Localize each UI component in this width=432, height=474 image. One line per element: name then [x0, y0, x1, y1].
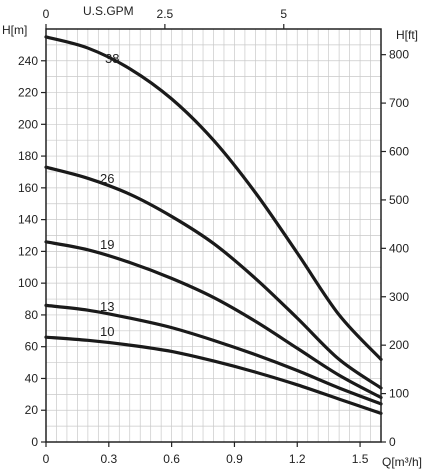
left-tick-label: 80 — [25, 308, 39, 322]
left-tick-label: 220 — [18, 86, 38, 100]
bottom-tick-label: 0.6 — [163, 452, 180, 466]
right-tick-label: 300 — [389, 290, 409, 304]
bottom-axis-label: Q[m³/h] — [382, 455, 422, 469]
top-axis-label: U.S.GPM — [83, 4, 134, 18]
right-tick-label: 400 — [389, 241, 409, 255]
right-axis-ticks: 0 100 200 300 400 500 600 700 800 — [381, 48, 409, 449]
left-tick-label: 60 — [25, 340, 39, 354]
curve-series-13 — [44, 303, 383, 406]
top-tick-label: 0 — [43, 7, 50, 21]
curves — [44, 35, 383, 416]
right-axis-label: H[ft] — [396, 28, 418, 42]
left-tick-label: 180 — [18, 149, 38, 163]
series-label-10: 10 — [100, 324, 114, 339]
curve-series-19 — [44, 240, 383, 400]
series-label-26: 26 — [100, 171, 114, 186]
series-labels: 38 26 19 13 10 — [100, 51, 119, 339]
right-tick-label: 100 — [389, 387, 409, 401]
left-tick-label: 140 — [18, 213, 38, 227]
top-axis-ticks: 0 2.5 5 — [43, 7, 287, 29]
left-tick-label: 160 — [18, 181, 38, 195]
bottom-tick-label: 0.3 — [100, 452, 117, 466]
right-tick-label: 200 — [389, 338, 409, 352]
plot-frame — [45, 28, 382, 443]
right-tick-label: 0 — [389, 435, 396, 449]
right-tick-label: 700 — [389, 96, 409, 110]
right-tick-label: 800 — [389, 48, 409, 62]
left-tick-label: 240 — [18, 54, 38, 68]
left-tick-label: 40 — [25, 371, 39, 385]
right-tick-label: 600 — [389, 145, 409, 159]
bottom-tick-label: 1.2 — [289, 452, 306, 466]
right-tick-label: 500 — [389, 193, 409, 207]
left-tick-label: 100 — [18, 276, 38, 290]
bottom-tick-label: 0.9 — [226, 452, 243, 466]
bottom-tick-label: 1.5 — [352, 452, 369, 466]
left-axis-label: H[m] — [2, 23, 27, 37]
bottom-tick-label: 0 — [43, 452, 50, 466]
curve-series-26 — [44, 165, 383, 390]
top-tick-label: 2.5 — [157, 7, 174, 21]
curve-series-38 — [44, 35, 383, 361]
left-tick-label: 0 — [31, 435, 38, 449]
top-tick-label: 5 — [280, 7, 287, 21]
curve-series-10 — [44, 335, 383, 416]
series-label-38: 38 — [105, 51, 119, 66]
left-axis-ticks: 0 20 40 60 80 100 120 140 160 180 200 220 240 — [18, 54, 46, 449]
left-tick-label: 20 — [25, 403, 39, 417]
series-label-13: 13 — [100, 299, 114, 314]
bottom-axis-ticks: 0 0.3 0.6 0.9 1.2 1.5 — [43, 442, 369, 466]
left-tick-label: 120 — [18, 244, 38, 258]
left-tick-label: 200 — [18, 117, 38, 131]
series-label-19: 19 — [100, 237, 114, 252]
